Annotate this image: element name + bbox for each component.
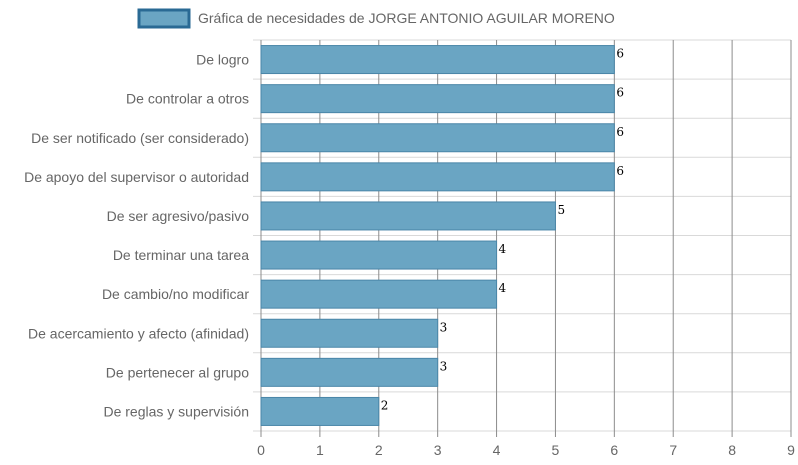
x-tick-label: 2 xyxy=(375,442,383,458)
data-label: 4 xyxy=(499,281,507,295)
x-tick-label: 9 xyxy=(787,442,795,458)
data-label: 6 xyxy=(616,125,624,139)
legend[interactable]: Gráfica de necesidades de JORGE ANTONIO … xyxy=(137,8,615,29)
bar xyxy=(260,240,498,270)
bar xyxy=(260,357,439,387)
category-label: De ser agresivo/pasivo xyxy=(107,208,250,224)
category-label: De pertenecer al grupo xyxy=(106,364,249,380)
category-labels: De logro De controlar a otros De ser notif… xyxy=(24,52,249,420)
bars xyxy=(260,45,615,426)
x-axis-ticks: 0 1 2 3 4 5 6 7 8 9 xyxy=(257,442,795,458)
x-tick-label: 8 xyxy=(728,442,736,458)
bar xyxy=(260,123,615,153)
bar xyxy=(260,318,439,348)
data-label: 3 xyxy=(440,320,448,334)
x-tick-label: 1 xyxy=(316,442,324,458)
legend-swatch xyxy=(137,8,191,29)
category-label: De reglas y supervisión xyxy=(103,403,249,419)
category-label: De apoyo del supervisor o autoridad xyxy=(24,169,249,185)
data-label: 6 xyxy=(616,86,624,100)
data-label: 5 xyxy=(557,203,565,217)
bar xyxy=(260,201,556,231)
bar xyxy=(260,84,615,114)
bar xyxy=(260,396,380,426)
bar xyxy=(260,279,498,309)
x-tick-label: 4 xyxy=(493,442,501,458)
data-label: 2 xyxy=(381,398,389,412)
category-label: De acercamiento y afecto (afinidad) xyxy=(28,325,249,341)
x-tick-label: 7 xyxy=(669,442,677,458)
data-label: 6 xyxy=(616,47,624,61)
x-tick-label: 3 xyxy=(434,442,442,458)
data-label: 4 xyxy=(499,242,507,256)
data-label: 6 xyxy=(616,164,624,178)
category-label: De controlar a otros xyxy=(126,91,249,107)
data-labels: 6 6 6 6 5 4 4 3 3 2 xyxy=(381,47,624,413)
data-label: 3 xyxy=(440,359,448,373)
x-tick-label: 0 xyxy=(257,442,265,458)
category-label: De logro xyxy=(196,52,249,68)
bar xyxy=(260,45,615,75)
bar xyxy=(260,162,615,192)
category-label: De cambio/no modificar xyxy=(102,286,249,302)
category-label: De ser notificado (ser considerado) xyxy=(31,130,249,146)
x-tick-label: 5 xyxy=(552,442,560,458)
x-tick-label: 6 xyxy=(610,442,618,458)
category-label: De terminar una tarea xyxy=(113,247,249,263)
legend-label: Gráfica de necesidades de JORGE ANTONIO … xyxy=(198,10,615,26)
